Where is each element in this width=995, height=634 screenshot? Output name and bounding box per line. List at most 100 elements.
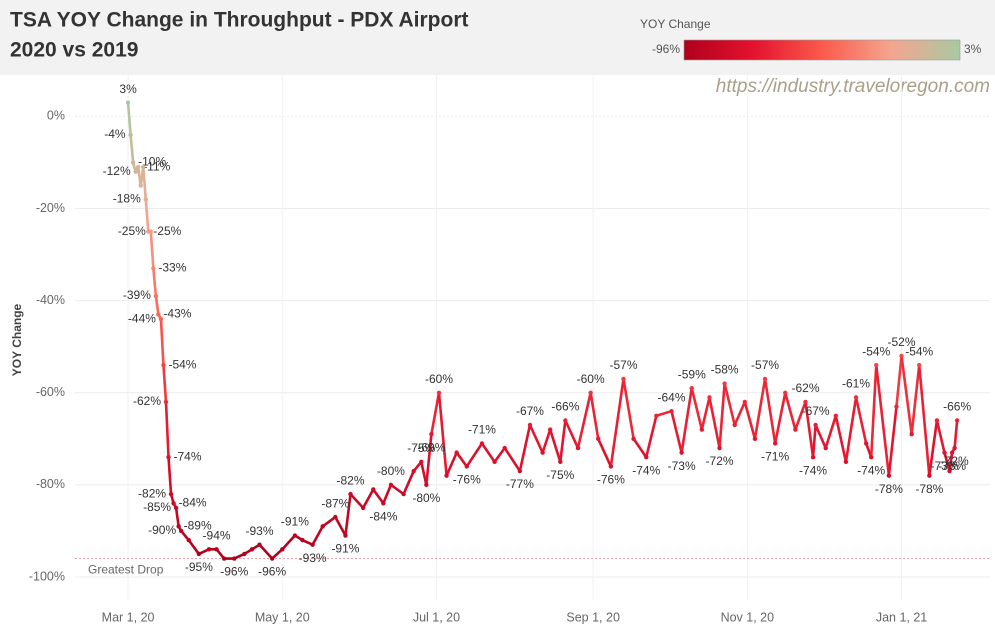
data-label: -71% bbox=[761, 450, 789, 464]
data-point bbox=[454, 450, 459, 455]
data-point bbox=[492, 459, 497, 465]
chart-subtitle: 2020 vs 2019 bbox=[10, 39, 138, 62]
data-label: -74% bbox=[799, 463, 827, 477]
data-point bbox=[148, 229, 154, 234]
data-point bbox=[419, 459, 424, 465]
line-segment bbox=[622, 377, 635, 441]
data-point bbox=[214, 547, 219, 552]
data-label: -74% bbox=[857, 463, 885, 477]
line-segment bbox=[126, 101, 132, 137]
line-segment bbox=[164, 400, 170, 459]
data-label: -84% bbox=[179, 495, 207, 509]
data-point bbox=[752, 436, 758, 442]
line-segment bbox=[935, 419, 946, 454]
data-label: -95% bbox=[185, 560, 213, 574]
data-point bbox=[527, 422, 533, 428]
legend-title: YOY Change bbox=[640, 17, 711, 31]
data-label: -33% bbox=[158, 261, 186, 275]
data-label: -73% bbox=[930, 459, 958, 473]
data-label: -39% bbox=[123, 288, 151, 302]
data-point bbox=[954, 418, 960, 423]
data-point bbox=[176, 524, 181, 529]
line-segment bbox=[187, 538, 201, 556]
line-segment bbox=[493, 446, 506, 464]
line-segment bbox=[783, 391, 797, 431]
data-point bbox=[869, 455, 874, 460]
line-segment bbox=[402, 469, 416, 496]
legend-color-bar bbox=[683, 39, 961, 61]
line-segment bbox=[455, 451, 469, 468]
data-point bbox=[424, 482, 429, 488]
data-label: -67% bbox=[516, 404, 544, 418]
data-label: -96% bbox=[258, 565, 286, 579]
data-label: -54% bbox=[905, 344, 933, 358]
data-label: -10% bbox=[138, 155, 166, 169]
line-segment bbox=[389, 483, 405, 496]
y-tick-label: -40% bbox=[36, 293, 65, 307]
line-segment bbox=[382, 483, 393, 505]
line-segment bbox=[948, 451, 954, 473]
data-point bbox=[320, 524, 325, 529]
data-label: -61% bbox=[842, 377, 870, 391]
y-axis-title: YOY Change bbox=[10, 303, 24, 376]
data-point bbox=[151, 266, 156, 271]
legend-max-label: 3% bbox=[964, 42, 982, 56]
data-point bbox=[810, 455, 816, 460]
line-segment bbox=[804, 400, 815, 459]
data-point bbox=[596, 436, 601, 442]
data-point bbox=[608, 464, 614, 469]
data-point bbox=[588, 390, 593, 395]
line-segment bbox=[811, 423, 817, 459]
line-segment bbox=[154, 294, 160, 316]
x-tick-label: Mar 1, 20 bbox=[102, 610, 155, 624]
line-segment bbox=[900, 354, 913, 436]
data-label: -73% bbox=[668, 459, 696, 473]
data-point bbox=[707, 395, 712, 400]
line-segment bbox=[834, 414, 848, 464]
data-label: -77% bbox=[506, 477, 534, 491]
data-point bbox=[947, 468, 952, 474]
data-point bbox=[141, 164, 146, 170]
data-point bbox=[130, 160, 136, 165]
data-point bbox=[517, 468, 523, 474]
data-label: -93% bbox=[299, 551, 327, 565]
data-label: -96% bbox=[220, 565, 248, 579]
line-segment bbox=[503, 446, 522, 473]
data-point bbox=[621, 376, 626, 382]
data-point bbox=[927, 473, 932, 478]
line-segment bbox=[144, 198, 150, 233]
y-tick-label: -20% bbox=[36, 201, 65, 215]
data-label: -66% bbox=[943, 400, 971, 414]
line-segment bbox=[794, 400, 807, 431]
data-point bbox=[813, 422, 818, 428]
line-segment bbox=[159, 317, 165, 367]
data-point bbox=[886, 473, 892, 478]
line-segment bbox=[723, 382, 737, 427]
line-segment bbox=[854, 396, 868, 445]
data-point bbox=[669, 408, 674, 414]
y-tick-label: -80% bbox=[36, 477, 65, 491]
data-label: -69% bbox=[417, 440, 445, 454]
data-point bbox=[644, 455, 649, 460]
data-point bbox=[772, 441, 778, 446]
data-point bbox=[934, 418, 940, 423]
line-segment bbox=[258, 543, 274, 560]
data-label: -44% bbox=[128, 311, 156, 325]
line-segment bbox=[437, 391, 448, 477]
line-segment bbox=[596, 437, 613, 468]
data-point bbox=[654, 413, 659, 418]
line-segment bbox=[609, 377, 625, 468]
data-point bbox=[863, 441, 869, 446]
data-point bbox=[575, 445, 581, 451]
data-label: -59% bbox=[678, 367, 706, 381]
line-segment bbox=[895, 354, 903, 408]
data-label: -75% bbox=[546, 468, 574, 482]
data-label: -60% bbox=[577, 372, 605, 386]
data-point bbox=[823, 445, 828, 451]
data-label: -57% bbox=[609, 358, 637, 372]
line-segment bbox=[928, 419, 939, 477]
data-point bbox=[899, 353, 904, 359]
line-segment bbox=[541, 428, 552, 454]
data-point bbox=[242, 551, 247, 557]
data-label: -62% bbox=[791, 381, 819, 395]
